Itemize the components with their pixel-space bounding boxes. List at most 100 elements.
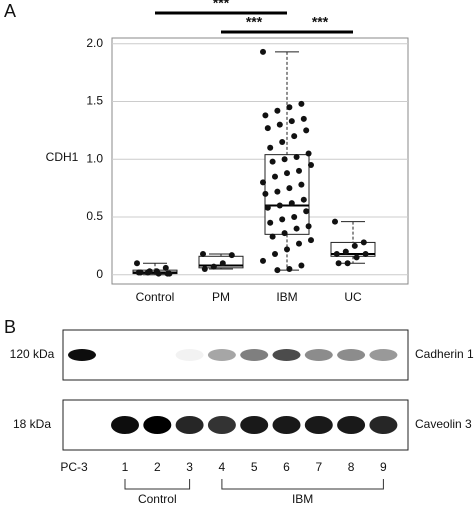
significance-label: *** [213, 0, 230, 11]
data-point [262, 190, 269, 197]
data-point [296, 167, 302, 174]
data-point [291, 133, 298, 140]
lane-label: 9 [380, 460, 387, 474]
blot-band [207, 416, 236, 434]
data-point [228, 252, 235, 259]
data-point [288, 200, 295, 207]
lane-label: 8 [348, 460, 355, 474]
group-bracket [124, 479, 191, 490]
data-point [260, 257, 266, 264]
blot-band [240, 349, 269, 361]
data-point [146, 268, 153, 275]
data-point [286, 104, 293, 111]
data-point [166, 270, 173, 277]
x-tick-label: UC [344, 290, 362, 304]
data-point [305, 223, 312, 230]
data-point [267, 219, 274, 226]
size-marker: 120 kDa [10, 347, 55, 361]
lane-label: 6 [283, 460, 290, 474]
blot-band [143, 416, 172, 434]
data-point [288, 118, 295, 125]
lane-label: 3 [186, 460, 193, 474]
data-point [272, 250, 278, 257]
data-point [342, 248, 349, 255]
group-label: Control [138, 492, 177, 506]
data-point [134, 260, 140, 267]
data-point [308, 162, 314, 169]
data-point [281, 156, 288, 163]
blot-band [240, 416, 269, 434]
y-axis-label: CDH1 [46, 150, 79, 164]
blot-frame [62, 329, 409, 381]
data-point [260, 48, 266, 55]
panel-label: A [4, 1, 16, 21]
blot-band [111, 416, 139, 434]
data-point [276, 121, 283, 128]
y-tick-label: 0 [96, 267, 103, 281]
data-point [219, 260, 226, 267]
data-point [344, 260, 351, 267]
data-point [360, 239, 367, 246]
data-point [262, 112, 269, 119]
data-point [298, 181, 305, 188]
y-tick-label: 1.0 [86, 151, 103, 165]
data-point [210, 263, 217, 270]
data-point [267, 144, 274, 151]
data-point [303, 127, 310, 134]
data-point [284, 246, 290, 253]
data-point [272, 173, 278, 180]
data-point [274, 267, 281, 274]
blot-band [369, 349, 398, 361]
data-point [274, 188, 281, 195]
data-point [291, 214, 298, 221]
protein-label: Caveolin 3 [415, 417, 472, 431]
lane-label: 7 [315, 460, 322, 474]
plot-frame [111, 37, 409, 285]
data-point [274, 107, 281, 114]
blot-band [207, 349, 236, 361]
data-point [303, 208, 310, 215]
data-point [260, 179, 266, 186]
data-point [300, 196, 307, 203]
blot-band [304, 349, 333, 361]
data-point [298, 262, 305, 269]
data-point [298, 100, 305, 107]
data-point [353, 254, 360, 261]
significance-label: *** [312, 14, 329, 30]
blot-band [272, 349, 301, 361]
x-tick-label: IBM [276, 290, 297, 304]
data-point [137, 269, 144, 276]
blot-band [304, 416, 333, 434]
blot-band [175, 349, 204, 361]
blot-band [369, 416, 398, 434]
blot-band [175, 416, 204, 434]
data-point [293, 153, 300, 160]
data-point [308, 237, 314, 244]
panel-label: B [4, 317, 16, 337]
data-point [281, 230, 288, 237]
group-label: IBM [292, 492, 313, 506]
data-point [264, 125, 271, 132]
data-point [286, 265, 293, 272]
group-bracket [221, 479, 384, 490]
data-point [293, 225, 300, 232]
data-point [200, 250, 206, 257]
blot-band [337, 349, 366, 361]
lane-label: 5 [251, 460, 258, 474]
data-point [286, 185, 293, 192]
data-point [300, 115, 307, 122]
lane-label: 2 [154, 460, 161, 474]
lane-label: 1 [122, 460, 129, 474]
data-point [333, 250, 340, 257]
data-point [296, 240, 302, 247]
lane-label: PC-3 [60, 460, 88, 474]
data-point [201, 265, 208, 272]
blot-band [68, 349, 96, 361]
data-point [162, 264, 169, 271]
data-point [362, 250, 369, 257]
data-point [332, 218, 338, 225]
x-tick-label: Control [136, 290, 175, 304]
y-tick-label: 0.5 [86, 209, 103, 223]
blot-band [272, 416, 301, 434]
data-point [305, 150, 312, 157]
